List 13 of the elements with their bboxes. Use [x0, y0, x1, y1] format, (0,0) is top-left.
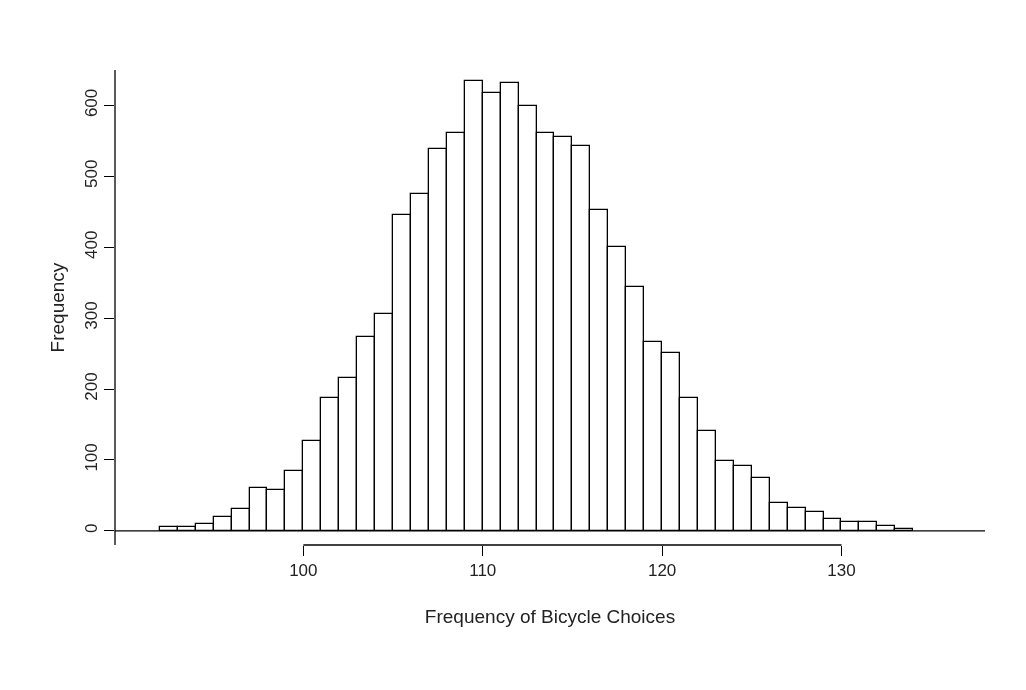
x-tick-label: 100 — [289, 561, 318, 581]
y-tick-label: 400 — [82, 230, 102, 259]
y-tick-label: 300 — [82, 301, 102, 330]
y-tick-label: 500 — [82, 159, 102, 188]
y-tick-label: 200 — [82, 372, 102, 401]
x-tick-label: 110 — [469, 561, 497, 581]
y-tick-label: 600 — [82, 88, 102, 118]
y-tick-label: 0 — [82, 523, 102, 533]
y-axis-title: Frequency — [47, 262, 69, 353]
x-tick-label: 130 — [827, 561, 856, 581]
x-axis-title: Frequency of Bicycle Choices — [424, 606, 676, 628]
x-tick-label: 120 — [647, 561, 677, 581]
y-tick-label: 100 — [82, 443, 102, 472]
